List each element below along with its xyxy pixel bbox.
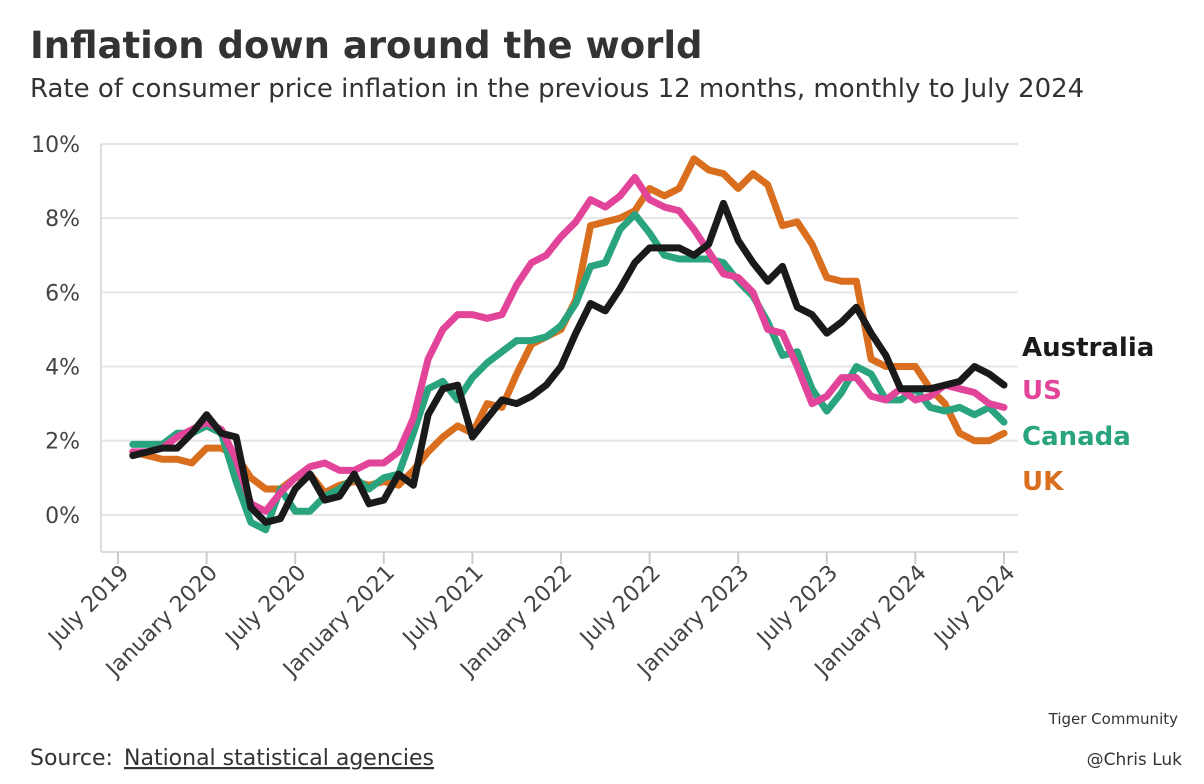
series-line: [129, 210, 1008, 534]
y-tick-label: 2%: [45, 430, 80, 455]
series-line: [129, 199, 1008, 526]
x-tick-label: July 2021: [397, 561, 489, 653]
y-tick-label: 8%: [45, 207, 80, 232]
x-tick-label: July 2024: [929, 561, 1021, 653]
y-tick-label: 4%: [45, 356, 80, 381]
legend-label: UK: [1022, 467, 1064, 497]
source-link[interactable]: National statistical agencies: [124, 746, 434, 771]
legend-label: Australia: [1022, 333, 1154, 363]
x-tick-label: July 2019: [43, 561, 135, 653]
y-tick-label: 6%: [45, 281, 80, 306]
source-label: Source:: [30, 746, 113, 771]
legend-label: Canada: [1022, 422, 1131, 452]
watermark: Tiger Community: [1048, 710, 1178, 728]
y-tick-label: 10%: [31, 133, 80, 158]
chart-title: Inflation down around the world: [30, 24, 703, 67]
x-tick-label: July 2023: [751, 561, 843, 653]
x-tick-label: July 2022: [574, 561, 666, 653]
chart-subtitle: Rate of consumer price inflation in the …: [30, 74, 1084, 104]
legend-label: US: [1022, 376, 1062, 406]
series-line: [129, 173, 1008, 515]
watermark: @Chris Luk: [1087, 750, 1183, 770]
x-tick-label: July 2020: [220, 561, 312, 653]
y-tick-label: 0%: [45, 504, 80, 529]
series-line: [129, 155, 1008, 497]
